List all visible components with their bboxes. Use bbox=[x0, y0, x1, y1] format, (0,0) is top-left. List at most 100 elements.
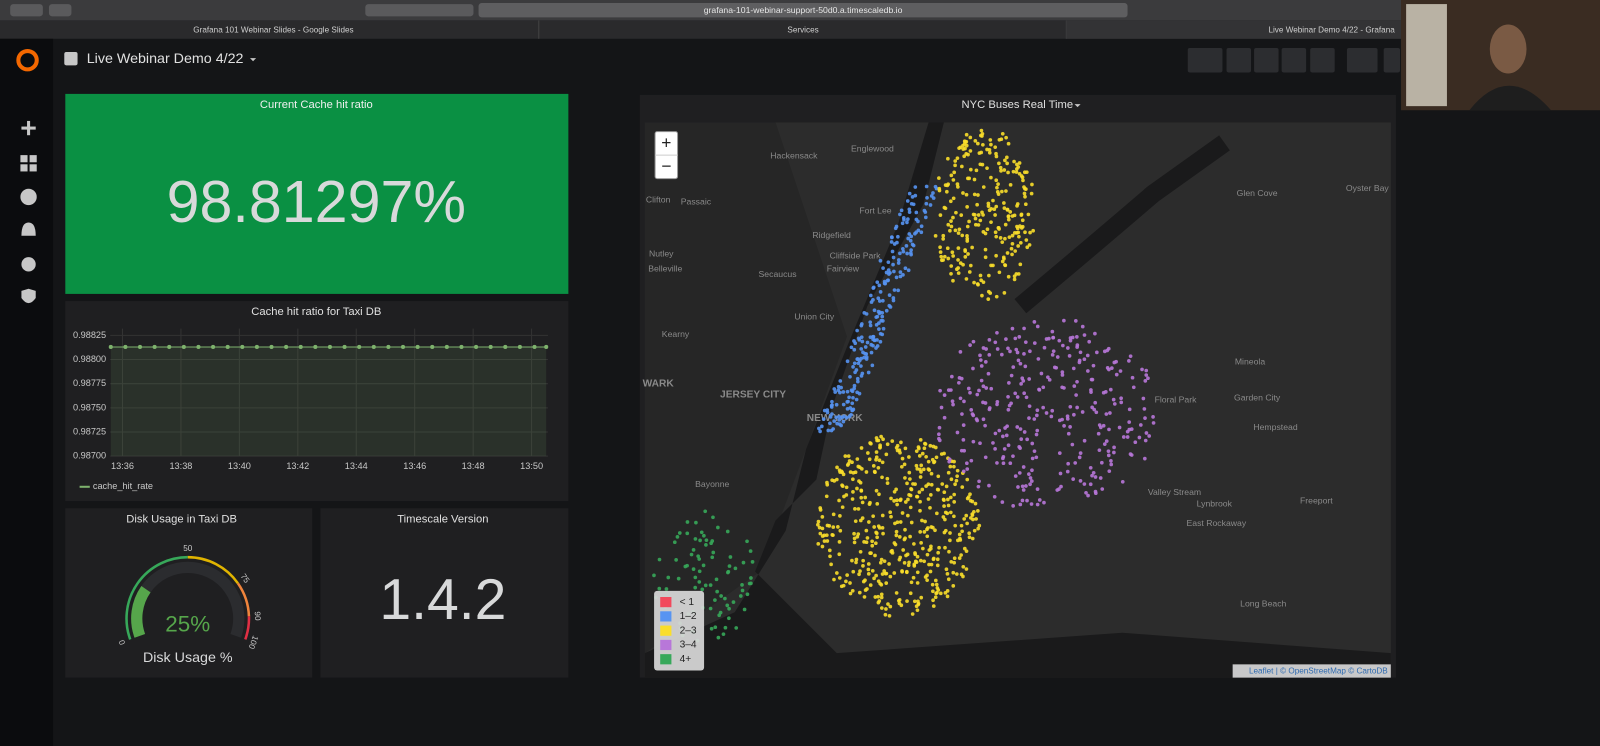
active-tab[interactable] bbox=[1066, 20, 1404, 39]
bus-marker bbox=[946, 503, 951, 508]
bus-marker bbox=[875, 501, 880, 506]
bus-marker bbox=[850, 401, 855, 406]
bus-marker bbox=[949, 559, 954, 564]
star-button[interactable] bbox=[1226, 47, 1252, 73]
map-place-label: WARK bbox=[643, 378, 675, 389]
bus-marker bbox=[952, 560, 957, 565]
bus-marker bbox=[1109, 462, 1114, 467]
bus-marker bbox=[978, 353, 982, 358]
bus-marker bbox=[936, 550, 940, 555]
tab-title[interactable]: Grafana 101 Webinar Slides - Google Slid… bbox=[193, 25, 353, 34]
legend-label[interactable]: cache_hit_rate bbox=[93, 481, 153, 491]
bus-marker bbox=[1021, 465, 1026, 469]
alerting-icon[interactable] bbox=[21, 222, 36, 236]
bus-marker bbox=[995, 402, 999, 407]
save-button[interactable] bbox=[1281, 47, 1307, 73]
bus-marker bbox=[1037, 498, 1042, 502]
bus-marker bbox=[950, 399, 955, 404]
add-panel-button[interactable] bbox=[1187, 47, 1223, 73]
bus-marker bbox=[725, 529, 730, 534]
bus-marker bbox=[970, 536, 975, 541]
bus-marker bbox=[1006, 443, 1011, 448]
bus-marker bbox=[903, 476, 907, 480]
dashboards-icon[interactable] bbox=[29, 164, 37, 172]
bus-marker bbox=[748, 549, 753, 553]
legend-label[interactable]: 4+ bbox=[680, 654, 692, 665]
bus-marker bbox=[891, 255, 896, 260]
bus-marker bbox=[988, 138, 993, 142]
bus-marker bbox=[1029, 502, 1034, 506]
panel-title[interactable]: NYC Buses Real Time bbox=[962, 99, 1074, 111]
bus-marker bbox=[899, 440, 903, 445]
panel-title[interactable]: Disk Usage in Taxi DB bbox=[126, 513, 237, 525]
bus-marker bbox=[962, 517, 967, 521]
admin-icon[interactable] bbox=[21, 288, 36, 304]
tab-title[interactable]: Services bbox=[787, 25, 818, 34]
config-icon[interactable] bbox=[21, 257, 36, 272]
time-button[interactable] bbox=[1383, 47, 1400, 73]
grafana-logo[interactable] bbox=[16, 48, 39, 72]
legend-label[interactable]: < 1 bbox=[680, 597, 695, 608]
zoom-out[interactable]: − bbox=[661, 156, 671, 176]
bus-marker bbox=[887, 293, 892, 297]
bus-marker bbox=[852, 361, 857, 366]
attribution[interactable]: Leaflet | © OpenStreetMap © CartoDB bbox=[1249, 667, 1388, 676]
bus-marker bbox=[1022, 170, 1027, 175]
legend-label[interactable]: 3–4 bbox=[680, 640, 697, 651]
bus-marker bbox=[1004, 337, 1008, 341]
nav-buttons[interactable] bbox=[10, 4, 43, 17]
map-place-label: Kearny bbox=[662, 329, 690, 339]
share-button[interactable] bbox=[1254, 47, 1279, 73]
bus-marker bbox=[930, 582, 935, 587]
bus-marker bbox=[989, 175, 993, 180]
panel-title[interactable]: Timescale Version bbox=[397, 513, 488, 525]
bus-marker bbox=[896, 288, 900, 293]
tv-button[interactable] bbox=[1346, 47, 1378, 73]
dashboards-icon[interactable] bbox=[20, 155, 28, 163]
settings-button[interactable] bbox=[1310, 47, 1335, 73]
bus-marker bbox=[742, 607, 747, 612]
panel-title[interactable]: Cache hit ratio for Taxi DB bbox=[251, 306, 381, 318]
bus-marker bbox=[925, 578, 929, 583]
legend-label[interactable]: 2–3 bbox=[680, 625, 697, 636]
bus-marker bbox=[1008, 210, 1013, 214]
bus-marker bbox=[931, 191, 935, 195]
explore-icon[interactable] bbox=[20, 188, 37, 206]
bus-marker bbox=[995, 347, 1000, 351]
bus-marker bbox=[885, 442, 890, 447]
bus-marker bbox=[1080, 324, 1085, 329]
dashboards-icon[interactable] bbox=[20, 164, 28, 172]
panel-title[interactable]: Current Cache hit ratio bbox=[260, 99, 373, 111]
tab-title[interactable]: Live Webinar Demo 4/22 - Grafana bbox=[1268, 25, 1395, 34]
bus-marker bbox=[1035, 428, 1040, 433]
bus-marker bbox=[942, 393, 947, 397]
bus-marker bbox=[837, 414, 842, 419]
webcam-person bbox=[1489, 24, 1527, 74]
dropdown-caret[interactable] bbox=[250, 58, 257, 62]
bus-marker bbox=[1027, 404, 1032, 409]
extensions[interactable] bbox=[365, 4, 474, 17]
bus-marker bbox=[856, 532, 861, 536]
bus-marker bbox=[971, 212, 976, 217]
url-bar[interactable] bbox=[478, 3, 1128, 18]
bus-marker bbox=[879, 434, 883, 439]
bus-marker bbox=[987, 273, 991, 278]
zoom-in[interactable]: + bbox=[661, 132, 671, 152]
bus-marker bbox=[944, 484, 949, 489]
legend-label[interactable]: 1–2 bbox=[680, 611, 697, 622]
bus-marker bbox=[1068, 404, 1073, 409]
sidebar-button[interactable] bbox=[48, 4, 72, 17]
dashboard-title[interactable]: Live Webinar Demo 4/22 bbox=[87, 51, 244, 67]
bus-marker bbox=[989, 220, 993, 225]
x-tick-label: 13:50 bbox=[520, 461, 543, 471]
bus-marker bbox=[961, 191, 965, 195]
gauge-tick-label: 0 bbox=[117, 638, 127, 646]
bus-marker bbox=[727, 564, 732, 568]
dropdown-caret[interactable] bbox=[1074, 104, 1081, 108]
bus-marker bbox=[960, 164, 964, 169]
bus-marker bbox=[944, 567, 949, 572]
bus-marker bbox=[918, 438, 923, 442]
bus-marker bbox=[816, 541, 821, 546]
dashboards-icon[interactable] bbox=[29, 155, 37, 163]
add-icon[interactable] bbox=[27, 120, 31, 136]
